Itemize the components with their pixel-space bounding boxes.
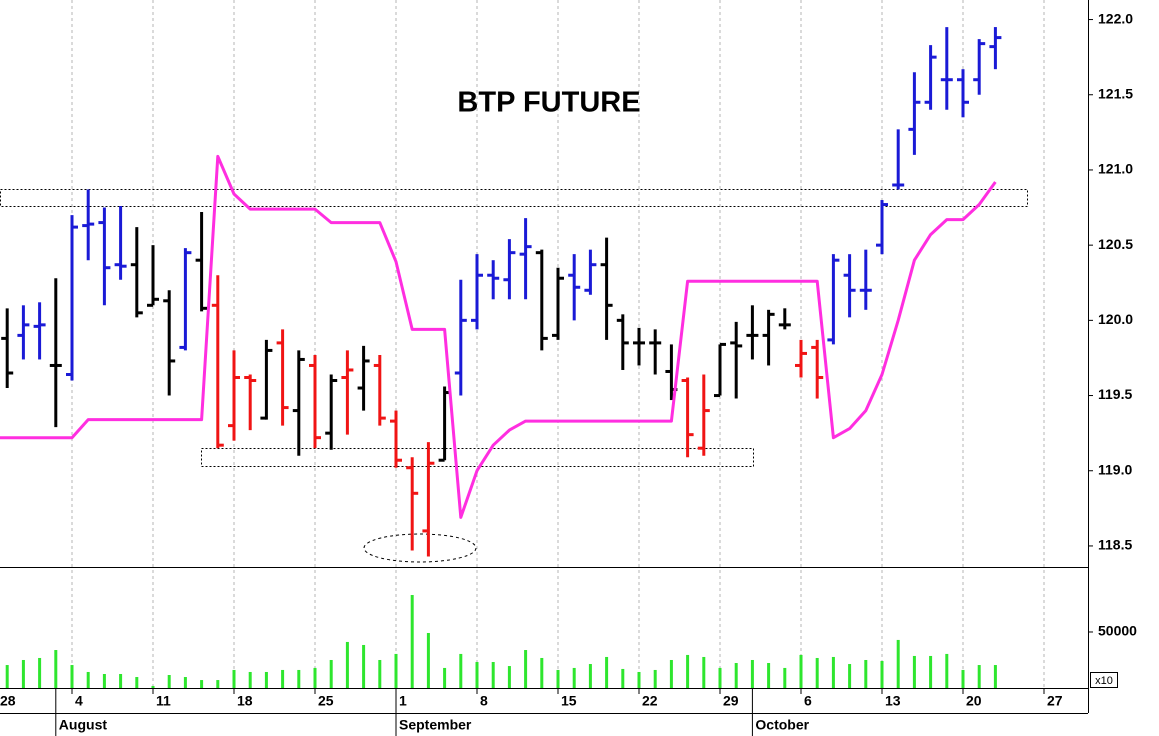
x-tick-label: 15 [561, 693, 577, 709]
y-tick-label: 121.5 [1098, 85, 1133, 101]
volume-bar [507, 666, 511, 688]
volume-bar [410, 595, 414, 688]
volume-bar [200, 680, 204, 688]
volume-bar [459, 653, 463, 688]
volume-bar [70, 665, 74, 688]
volume-bar [556, 669, 560, 688]
x-tick-label: 22 [642, 693, 658, 709]
volume-bar [345, 641, 349, 688]
volume-bar [669, 659, 673, 688]
x-tick-label: 27 [1047, 693, 1063, 709]
volume-bar [588, 664, 592, 688]
volume-bar [54, 650, 58, 688]
x-tick-label: 20 [966, 693, 982, 709]
volume-bar [896, 639, 900, 688]
volume-bar [993, 665, 997, 688]
volume-bar [734, 663, 738, 688]
volume-bar [362, 644, 366, 688]
y-tick-label: 119.0 [1098, 461, 1132, 477]
volume-bar [880, 660, 884, 688]
marks-layer [0, 27, 1002, 688]
x-tick-label: 4 [75, 693, 83, 709]
y-tick-label: 120.0 [1098, 311, 1133, 327]
multiplier-label: x10 [1095, 675, 1113, 687]
volume-bar [38, 657, 42, 688]
y-tick-label: 122.0 [1098, 10, 1133, 26]
volume-bar [216, 680, 220, 688]
y-tick-label: 119.5 [1098, 386, 1132, 402]
volume-bar [394, 653, 398, 688]
volume-bar [491, 662, 495, 688]
x-tick-label: 28 [0, 693, 16, 709]
multiplier-box [1090, 672, 1118, 688]
volume-bar [686, 654, 690, 688]
volume-bar [183, 677, 187, 688]
volume-bar [232, 669, 236, 688]
volume-bar [799, 654, 803, 688]
volume-bar [475, 662, 479, 688]
volume-bar [637, 671, 641, 688]
volume-bar [621, 668, 625, 688]
volume-bar [151, 685, 155, 688]
x-tick-label: 11 [156, 693, 171, 709]
month-label: September [399, 717, 472, 733]
volume-bar [977, 665, 981, 688]
volume-bar [297, 669, 301, 688]
volume-bar [605, 656, 609, 688]
month-label: October [755, 717, 809, 733]
volume-bar [864, 659, 868, 688]
volume-bar [5, 665, 9, 688]
x-tick-label: 1 [399, 693, 407, 709]
x-tick-label: 25 [318, 693, 334, 709]
volume-bar [86, 671, 90, 688]
volume-bar [524, 650, 528, 688]
volume-bar [102, 673, 106, 688]
indicator-line [0, 154, 997, 519]
volume-bar [119, 673, 123, 688]
x-tick-label: 29 [723, 693, 739, 709]
volume-bar [21, 659, 25, 688]
volume-bar [248, 671, 252, 688]
volume-bar [848, 664, 852, 688]
x-tick-label: 18 [237, 693, 253, 709]
volume-bar [929, 655, 933, 688]
volume-bar [378, 659, 382, 688]
volume-bar [653, 669, 657, 688]
volume-bar [815, 657, 819, 688]
volume-bar [426, 632, 430, 688]
volume-bar [572, 667, 576, 688]
x-tick-label: 13 [885, 693, 901, 709]
volume-bar [767, 663, 771, 688]
volume-bar [329, 659, 333, 688]
volume-bar [750, 659, 754, 688]
month-label: August [59, 717, 108, 733]
y-tick-label: 120.5 [1098, 236, 1133, 252]
volume-bar [540, 657, 544, 688]
y-tick-label: 121.0 [1098, 161, 1133, 177]
volume-bar [783, 667, 787, 688]
volume-bar [167, 675, 171, 688]
chart-title: BTP FUTURE [457, 87, 640, 119]
volume-bar [702, 656, 706, 688]
volume-bar [945, 653, 949, 688]
volume-bar [313, 667, 317, 688]
volume-bar [961, 669, 965, 688]
x-tick-label: 8 [480, 693, 488, 709]
volume-bar [912, 655, 916, 688]
x-tick-label: 6 [804, 693, 812, 709]
y-tick-label: 50000 [1098, 623, 1137, 639]
volume-bar [718, 667, 722, 688]
resistance-box [0, 189, 1028, 207]
volume-bar [831, 656, 835, 688]
y-tick-label: 118.5 [1098, 537, 1132, 553]
volume-bar [443, 667, 447, 688]
support-box [201, 448, 754, 467]
volume-bar [281, 669, 285, 688]
low-highlight [363, 533, 477, 563]
volume-bar [264, 671, 268, 688]
volume-bar [135, 677, 139, 688]
